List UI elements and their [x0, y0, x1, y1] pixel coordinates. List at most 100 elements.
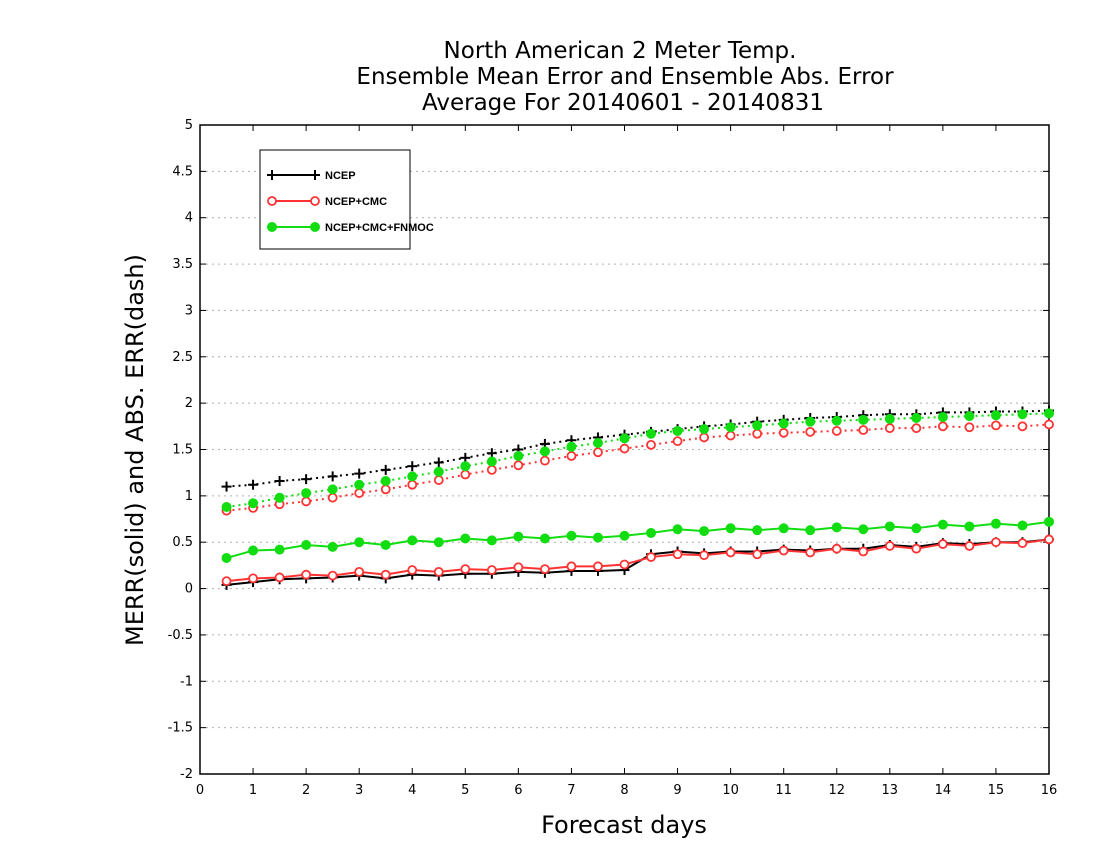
x-tick-label: 5: [461, 783, 469, 798]
data-point-merr-ncep-cmc: [937, 539, 948, 549]
data-point-merr-ncep-cmc-fnmoc: [619, 530, 630, 541]
data-point-abs-err-ncep-cmc-fnmoc: [354, 479, 365, 490]
data-point-abs-err-ncep-cmc: [752, 428, 763, 439]
y-tick-label: 3.5: [172, 257, 193, 272]
data-point-abs-err-ncep-cmc: [805, 426, 816, 437]
y-tick-label: 3: [185, 303, 193, 318]
data-point-merr-ncep-cmc-fnmoc: [858, 524, 869, 535]
data-point-abs-err-ncep-cmc: [831, 426, 842, 436]
data-point-merr-ncep-cmc: [1044, 534, 1054, 545]
data-point-abs-err-ncep-cmc-fnmoc: [1044, 408, 1054, 419]
data-point-abs-err-ncep-cmc-fnmoc: [911, 412, 922, 423]
data-point-abs-err-ncep: [433, 457, 444, 468]
x-tick-label: 12: [828, 783, 845, 798]
y-tick-label: 2.5: [172, 350, 193, 365]
x-tick-label: 7: [567, 783, 575, 798]
data-point-merr-ncep-cmc: [513, 562, 524, 573]
chart-title-line-3: Average For 20140601 - 20140831: [422, 90, 824, 116]
data-point-abs-err-ncep-cmc-fnmoc: [460, 461, 471, 472]
data-point-merr-ncep-cmc-fnmoc: [911, 523, 922, 534]
data-point-abs-err-ncep-cmc-fnmoc: [380, 476, 391, 487]
y-tick-label: 0.5: [172, 535, 193, 550]
x-tick-label: 14: [935, 783, 952, 798]
data-point-abs-err-ncep-cmc-fnmoc: [672, 425, 683, 436]
data-point-merr-ncep-cmc-fnmoc: [513, 531, 524, 542]
data-point-abs-err-ncep-cmc-fnmoc: [592, 438, 603, 449]
data-point-merr-ncep-cmc-fnmoc: [672, 524, 683, 535]
x-axis-label: Forecast days: [541, 811, 707, 839]
data-point-abs-err-ncep-cmc: [991, 420, 1001, 431]
data-point-abs-err-ncep-cmc: [380, 484, 391, 495]
data-point-merr-ncep-cmc-fnmoc: [354, 537, 365, 548]
data-point-merr-ncep-cmc: [752, 549, 763, 560]
series-line-merr-ncep-cmc-fnmoc: [226, 520, 1050, 559]
data-point-abs-err-ncep-cmc: [646, 439, 656, 450]
data-point-merr-ncep-cmc: [619, 559, 630, 570]
data-point-merr-ncep-cmc-fnmoc: [990, 518, 1001, 529]
chart-title-line-1: North American 2 Meter Temp.: [444, 38, 797, 64]
y-tick-label: 1: [185, 489, 193, 504]
data-point-merr-ncep-cmc-fnmoc: [752, 525, 763, 536]
data-point-abs-err-ncep-cmc: [619, 443, 630, 454]
series-line-abs-err-ncep-cmc: [226, 423, 1050, 512]
data-point-merr-ncep-cmc: [407, 565, 418, 575]
data-point-merr-ncep-cmc-fnmoc: [937, 519, 948, 530]
x-tick-label: 4: [408, 783, 416, 798]
x-tick-label: 2: [302, 783, 310, 798]
data-point-merr-ncep-cmc: [805, 547, 816, 558]
data-point-abs-err-ncep-cmc: [725, 430, 736, 441]
data-point-abs-err-ncep: [248, 479, 259, 490]
data-point-merr-ncep-cmc-fnmoc: [1044, 516, 1054, 527]
x-tick-label: 16: [1041, 783, 1058, 798]
data-point-abs-err-ncep-cmc: [354, 488, 365, 498]
legend-marker-ncep-cmc: [310, 196, 320, 206]
data-point-abs-err-ncep-cmc: [540, 455, 550, 466]
data-point-merr-ncep-cmc-fnmoc: [221, 552, 232, 563]
data-point-abs-err-ncep-cmc-fnmoc: [566, 441, 577, 452]
series-group: [221, 405, 1054, 590]
y-tick-label: -0.5: [168, 628, 193, 643]
data-point-abs-err-ncep-cmc: [433, 475, 444, 485]
chart-title: North American 2 Meter Temp. Ensemble Me…: [356, 38, 894, 116]
data-point-abs-err-ncep: [354, 468, 365, 479]
data-point-merr-ncep-cmc: [301, 569, 312, 580]
data-point-merr-ncep-cmc-fnmoc: [460, 533, 471, 544]
data-point-abs-err-ncep-cmc: [407, 479, 418, 490]
data-point-abs-err-ncep: [486, 448, 497, 459]
data-point-abs-err-ncep-cmc: [937, 421, 948, 432]
data-point-merr-ncep-cmc-fnmoc: [964, 521, 975, 532]
data-point-merr-ncep-cmc: [248, 573, 258, 584]
data-point-abs-err-ncep-cmc-fnmoc: [699, 424, 710, 435]
data-point-merr-ncep-cmc: [274, 572, 285, 583]
data-point-abs-err-ncep-cmc-fnmoc: [778, 418, 789, 429]
data-point-abs-err-ncep-cmc-fnmoc: [301, 488, 312, 499]
data-point-abs-err-ncep-cmc-fnmoc: [725, 422, 736, 433]
y-tick-label: 1.5: [172, 443, 193, 458]
data-point-abs-err-ncep-cmc-fnmoc: [407, 471, 418, 482]
data-point-abs-err-ncep-cmc-fnmoc: [248, 498, 259, 509]
data-point-abs-err-ncep: [301, 474, 312, 485]
data-point-abs-err-ncep-cmc: [513, 460, 524, 471]
data-point-abs-err-ncep-cmc: [460, 469, 471, 480]
data-point-abs-err-ncep-cmc-fnmoc: [831, 415, 842, 426]
data-point-merr-ncep-cmc-fnmoc: [778, 523, 789, 534]
data-point-merr-ncep-cmc: [831, 543, 842, 554]
data-point-merr-ncep-cmc-fnmoc: [301, 539, 312, 550]
data-point-merr-ncep-cmc: [540, 564, 550, 575]
data-point-merr-ncep-cmc: [884, 541, 895, 551]
data-point-abs-err-ncep-cmc: [964, 422, 975, 433]
data-point-merr-ncep-cmc: [672, 549, 683, 560]
data-point-merr-ncep-cmc: [1017, 538, 1028, 549]
data-point-merr-ncep-cmc: [911, 543, 922, 554]
data-point-abs-err-ncep: [407, 461, 418, 472]
y-axis-label: MERR(solid) and ABS. ERR(dash): [121, 254, 149, 646]
data-point-merr-ncep-cmc: [327, 570, 338, 581]
data-point-abs-err-ncep-cmc: [486, 464, 497, 475]
data-point-abs-err-ncep-cmc: [566, 451, 577, 461]
y-tick-label: 2: [185, 396, 193, 411]
data-point-merr-ncep-cmc: [725, 547, 736, 558]
data-point-merr-ncep-cmc-fnmoc: [248, 545, 259, 556]
data-point-abs-err-ncep-cmc: [911, 423, 922, 434]
y-tick-label: 4.5: [172, 164, 193, 179]
